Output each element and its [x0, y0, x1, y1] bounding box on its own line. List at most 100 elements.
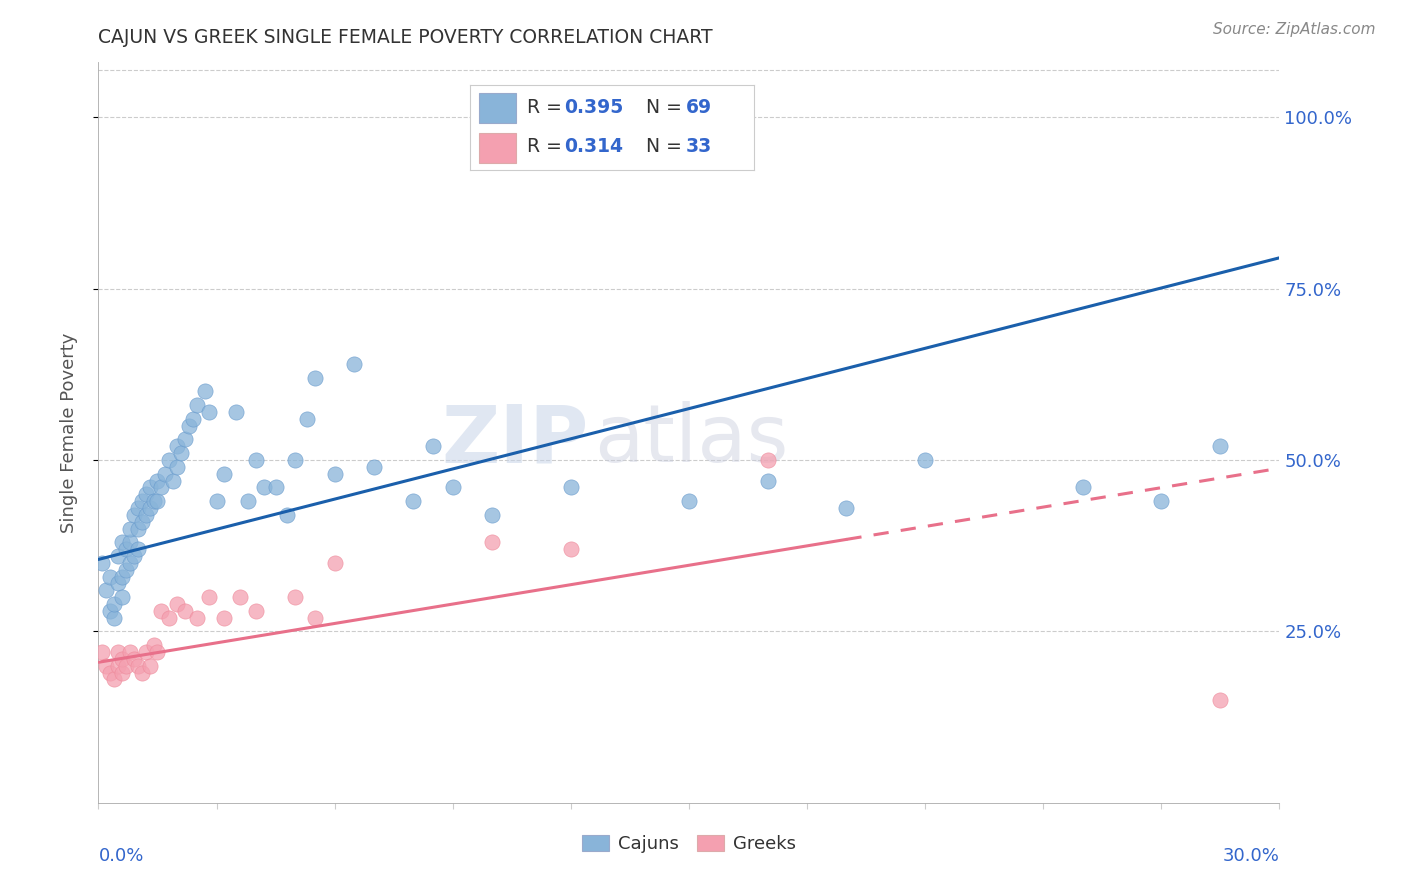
Point: [756, 474, 779, 488]
Point: [127, 542, 149, 557]
Point: [138, 658, 160, 673]
Text: 30.0%: 30.0%: [1223, 847, 1279, 865]
Point: [756, 453, 779, 467]
Point: [402, 494, 425, 508]
Point: [122, 508, 145, 522]
Point: [96, 658, 118, 673]
Point: [166, 439, 188, 453]
Point: [115, 658, 138, 673]
Point: [118, 556, 141, 570]
Point: [1209, 439, 1232, 453]
Point: [103, 597, 125, 611]
Point: [560, 480, 582, 494]
Point: [264, 480, 287, 494]
Point: [103, 610, 125, 624]
Point: [481, 535, 503, 549]
Point: [98, 604, 121, 618]
Point: [115, 563, 138, 577]
Point: [481, 508, 503, 522]
Point: [142, 494, 165, 508]
Point: [157, 610, 180, 624]
Point: [835, 501, 858, 516]
Point: [138, 501, 160, 516]
Point: [166, 597, 188, 611]
Point: [127, 522, 149, 536]
Point: [91, 645, 114, 659]
Point: [150, 604, 173, 618]
Point: [205, 494, 228, 508]
Point: [225, 405, 247, 419]
Point: [122, 549, 145, 563]
Point: [304, 610, 326, 624]
Point: [122, 652, 145, 666]
Point: [1071, 480, 1094, 494]
Point: [186, 398, 208, 412]
Point: [162, 474, 184, 488]
Point: [146, 494, 169, 508]
Point: [560, 542, 582, 557]
Point: [174, 604, 197, 618]
Point: [194, 384, 217, 399]
Point: [1150, 494, 1173, 508]
Point: [96, 583, 118, 598]
Text: Source: ZipAtlas.com: Source: ZipAtlas.com: [1212, 22, 1375, 37]
Point: [98, 665, 121, 680]
Point: [107, 576, 129, 591]
Y-axis label: Single Female Poverty: Single Female Poverty: [59, 333, 77, 533]
Point: [197, 405, 219, 419]
Point: [166, 459, 188, 474]
Point: [304, 371, 326, 385]
Point: [111, 665, 134, 680]
Point: [276, 508, 298, 522]
Point: [131, 665, 153, 680]
Point: [245, 604, 267, 618]
Point: [150, 480, 173, 494]
Point: [135, 487, 157, 501]
Point: [214, 467, 236, 481]
Point: [170, 446, 193, 460]
Point: [177, 418, 200, 433]
Point: [245, 453, 267, 467]
Point: [118, 522, 141, 536]
Point: [127, 501, 149, 516]
Point: [111, 569, 134, 583]
Point: [142, 638, 165, 652]
Point: [111, 652, 134, 666]
Point: [323, 467, 346, 481]
Point: [914, 453, 936, 467]
Point: [135, 645, 157, 659]
Text: ZIP: ZIP: [441, 401, 589, 479]
Text: atlas: atlas: [595, 401, 789, 479]
Point: [127, 658, 149, 673]
Point: [118, 645, 141, 659]
Point: [131, 494, 153, 508]
Point: [155, 467, 177, 481]
Point: [107, 549, 129, 563]
Point: [157, 453, 180, 467]
Point: [174, 433, 197, 447]
Point: [91, 556, 114, 570]
Point: [181, 412, 204, 426]
Text: 0.0%: 0.0%: [98, 847, 143, 865]
Point: [118, 535, 141, 549]
Point: [138, 480, 160, 494]
Point: [363, 459, 385, 474]
Point: [343, 357, 366, 371]
Point: [135, 508, 157, 522]
Point: [253, 480, 276, 494]
Point: [229, 590, 252, 604]
Point: [146, 474, 169, 488]
Point: [146, 645, 169, 659]
Point: [111, 535, 134, 549]
Legend: Cajuns, Greeks: Cajuns, Greeks: [575, 828, 803, 861]
Point: [115, 542, 138, 557]
Point: [214, 610, 236, 624]
Point: [131, 515, 153, 529]
Point: [323, 556, 346, 570]
Point: [98, 569, 121, 583]
Point: [236, 494, 259, 508]
Text: CAJUN VS GREEK SINGLE FEMALE POVERTY CORRELATION CHART: CAJUN VS GREEK SINGLE FEMALE POVERTY COR…: [98, 28, 713, 47]
Point: [284, 453, 307, 467]
Point: [107, 645, 129, 659]
Point: [1209, 693, 1232, 707]
